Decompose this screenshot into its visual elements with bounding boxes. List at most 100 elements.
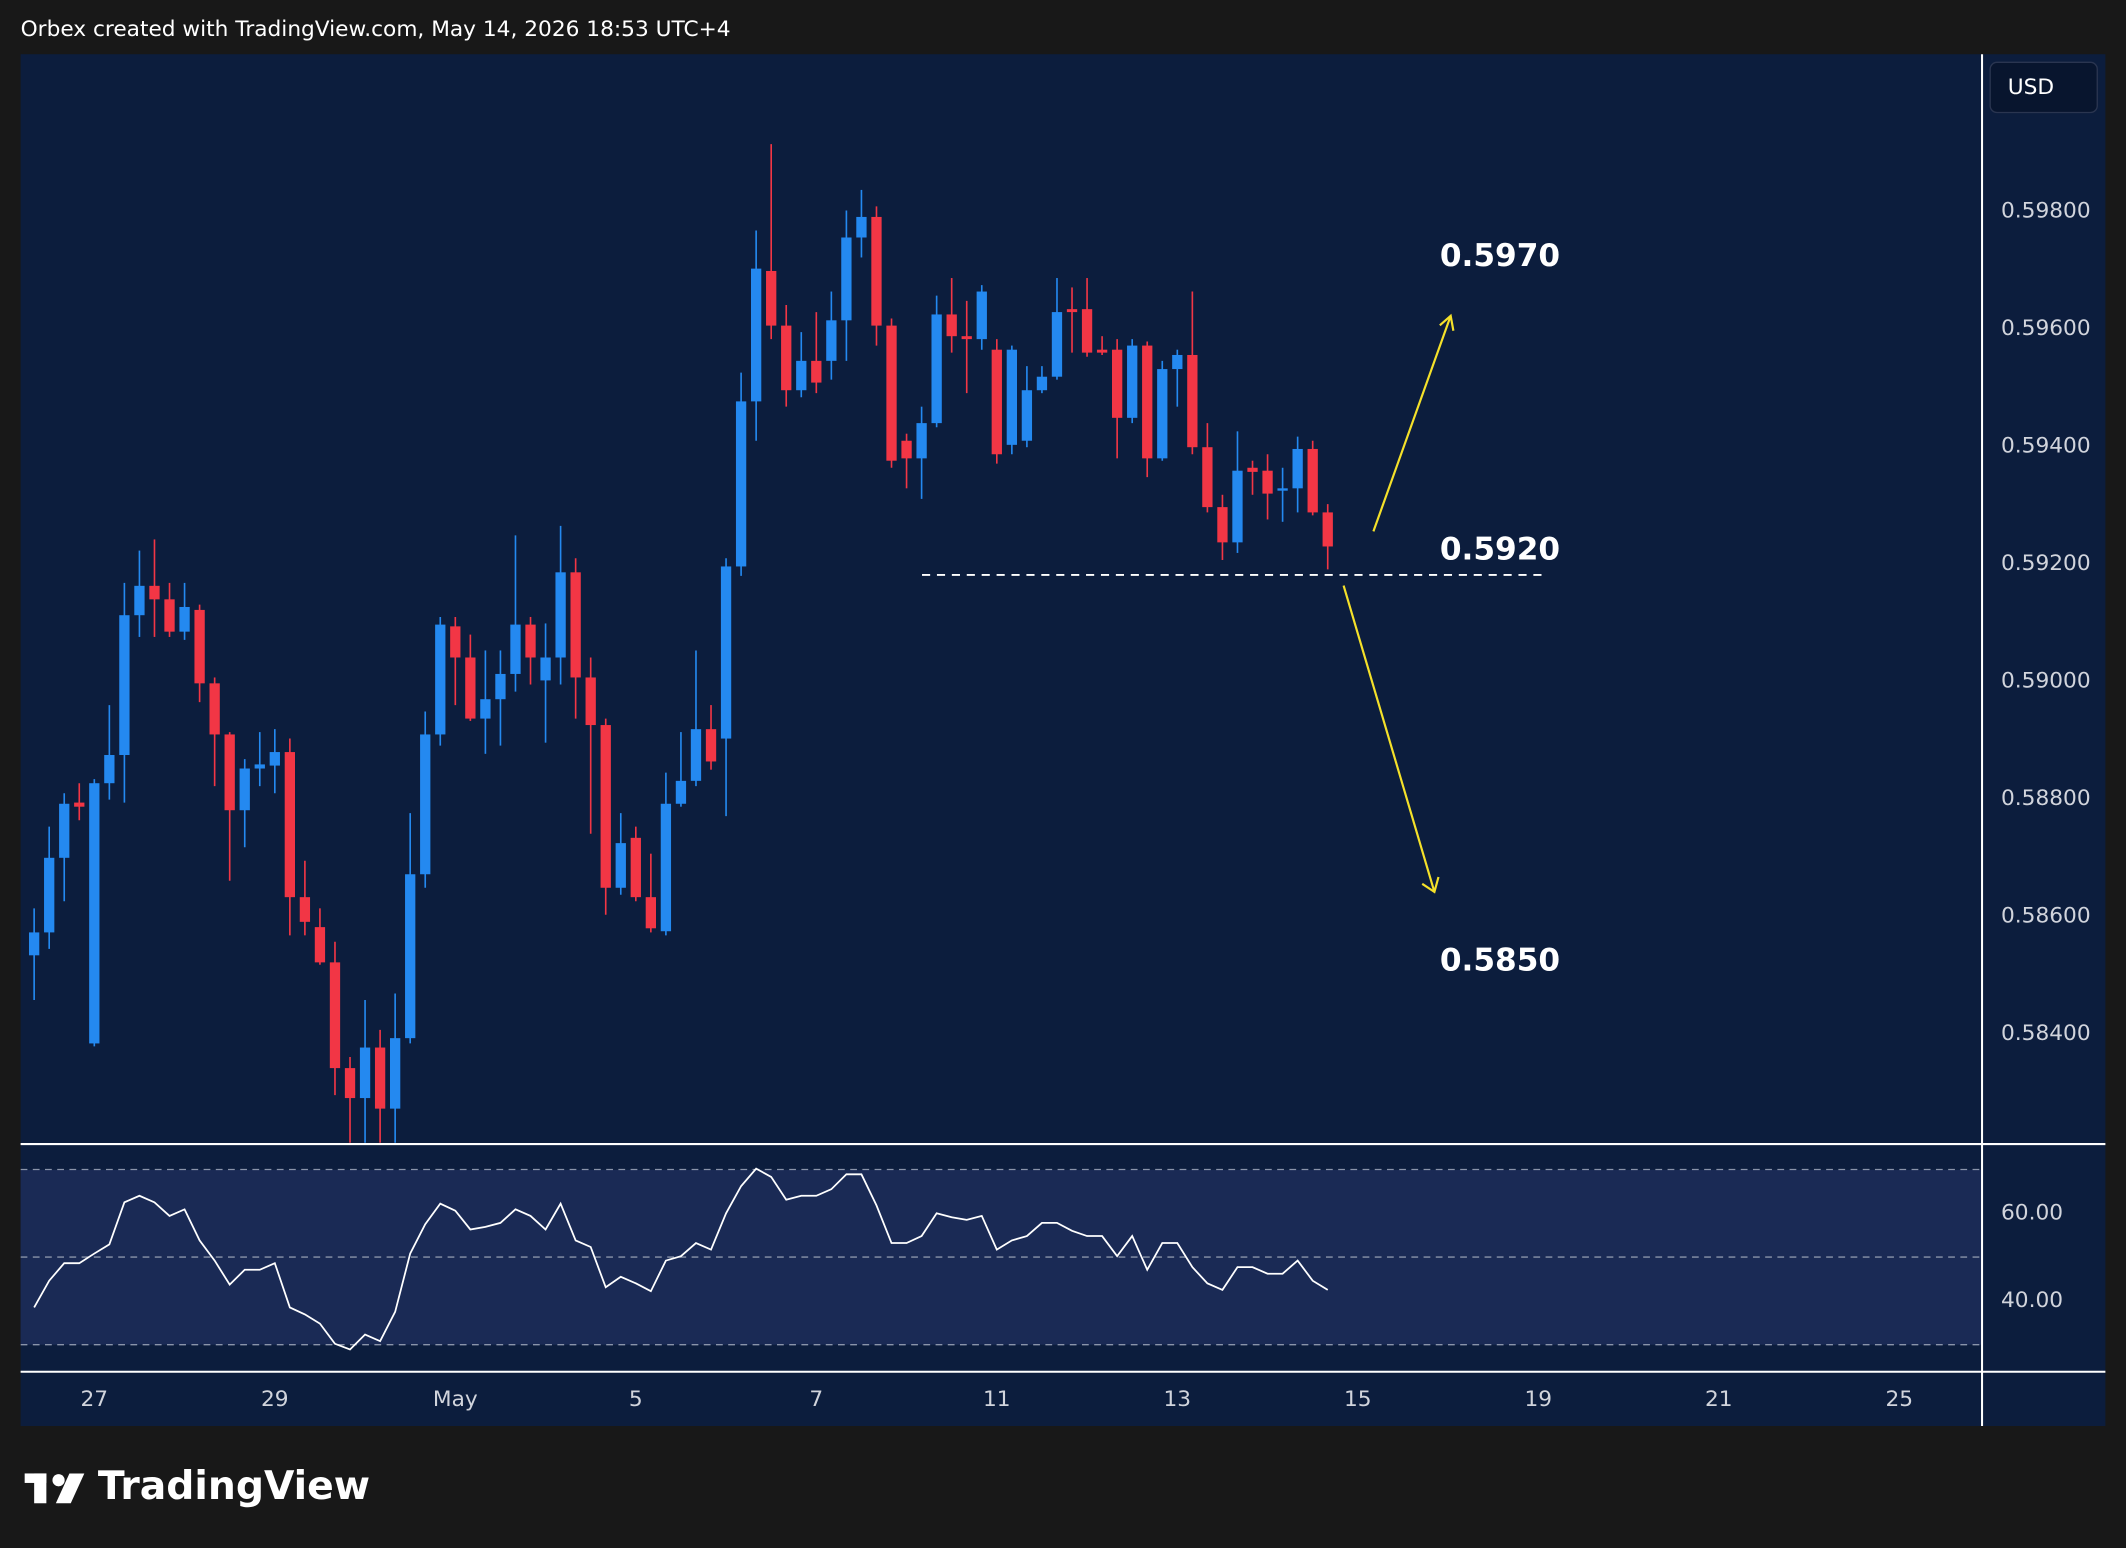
candle-body xyxy=(750,268,762,402)
candle-body xyxy=(961,336,972,340)
candle-body xyxy=(811,360,822,383)
y-tick-label: 0.58400 xyxy=(2001,1021,2091,1046)
x-tick-label: 25 xyxy=(1886,1387,1914,1412)
rsi-line xyxy=(33,1167,1329,1351)
attribution: Orbex created with TradingView.com, May … xyxy=(21,17,731,42)
candle-body xyxy=(525,624,536,658)
candle-body xyxy=(826,320,837,361)
candle-body xyxy=(690,729,702,781)
candle-body xyxy=(480,699,491,719)
logo: TradingView xyxy=(24,1464,370,1509)
candle-body xyxy=(1036,376,1048,391)
candle-body xyxy=(841,237,852,321)
arrow-up xyxy=(1372,315,1452,532)
candle-body xyxy=(901,440,912,459)
candle-body xyxy=(59,803,70,858)
candle-body xyxy=(1081,309,1093,353)
candle-body xyxy=(1066,309,1078,313)
x-tick-label: 29 xyxy=(261,1387,289,1412)
candle-body xyxy=(209,683,220,735)
candle-body xyxy=(735,401,747,567)
y-tick-label: 0.59400 xyxy=(2001,434,2091,459)
candle-body xyxy=(1202,447,1213,508)
x-tick-label: 11 xyxy=(983,1387,1011,1412)
candle-body xyxy=(149,585,160,600)
candle-body xyxy=(886,325,897,461)
candle-body xyxy=(239,768,250,811)
candle-body xyxy=(720,566,732,739)
candle-body xyxy=(1217,507,1228,543)
y-tick-label: 0.58600 xyxy=(2001,904,2091,929)
candle-body xyxy=(645,897,657,929)
candle-body xyxy=(329,962,341,1069)
candle-body xyxy=(976,291,987,340)
candle-body xyxy=(194,609,205,684)
candle-body xyxy=(344,1068,356,1099)
candle-body xyxy=(1262,470,1273,494)
candle-body xyxy=(1247,467,1258,472)
rsi-tick-label: 40.00 xyxy=(2001,1288,2063,1313)
candle-body xyxy=(28,932,40,956)
candle-body xyxy=(179,606,190,632)
level-label: 0.5970 xyxy=(1440,238,1560,274)
candle-body xyxy=(495,673,506,700)
candle-body xyxy=(916,423,927,459)
candle-body xyxy=(450,626,461,658)
candle-body xyxy=(675,780,687,804)
candle-body xyxy=(1157,369,1168,459)
candle-body xyxy=(946,314,957,337)
candle-body xyxy=(1096,349,1108,353)
candle-body xyxy=(119,615,130,756)
candle-body xyxy=(224,734,235,811)
x-tick-label: 27 xyxy=(81,1387,109,1412)
candle-body xyxy=(74,802,85,807)
y-tick-label: 0.59200 xyxy=(2001,551,2091,576)
candle-body xyxy=(89,783,100,1044)
candle-body xyxy=(405,874,416,1039)
y-tick-label: 0.59800 xyxy=(2001,199,2091,224)
candle-body xyxy=(1292,448,1303,489)
candle-body xyxy=(871,216,882,326)
candle-body xyxy=(781,325,792,391)
candle-body xyxy=(630,837,641,898)
candle-body xyxy=(615,843,626,888)
candle-body xyxy=(164,599,175,632)
currency-button[interactable] xyxy=(1989,61,2098,114)
candle-body xyxy=(705,729,717,762)
level-label: 0.5850 xyxy=(1440,943,1560,979)
x-tick-label: 13 xyxy=(1164,1387,1192,1412)
candle-body xyxy=(1051,312,1063,377)
candle-body xyxy=(284,752,296,898)
candle-body xyxy=(555,572,566,658)
candle-body xyxy=(1006,349,1018,445)
y-tick-label: 0.58800 xyxy=(2001,786,2091,811)
candle-body xyxy=(570,572,581,678)
candle-body xyxy=(359,1047,371,1099)
candle-body xyxy=(1187,354,1198,448)
candle-body xyxy=(991,349,1002,455)
candle-body xyxy=(1021,390,1033,441)
candle-body xyxy=(1172,354,1183,370)
rsi-tick-label: 60.00 xyxy=(2001,1200,2063,1225)
candle-body xyxy=(1142,345,1153,459)
candle-body xyxy=(1127,345,1138,418)
x-tick-label: 19 xyxy=(1525,1387,1553,1412)
candle-body xyxy=(465,657,476,719)
level-label: 0.5920 xyxy=(1440,532,1560,568)
currency-button-label[interactable]: USD xyxy=(2008,75,2054,100)
candle-body xyxy=(389,1038,401,1109)
candle-body xyxy=(1232,470,1243,543)
candle-body xyxy=(796,360,807,391)
candle-body xyxy=(1322,512,1333,547)
candle-body xyxy=(660,803,672,932)
candle-body xyxy=(766,270,777,326)
arrow-down xyxy=(1342,585,1436,893)
candle-body xyxy=(104,755,115,784)
candle-body xyxy=(420,734,431,875)
candle-body xyxy=(856,216,867,238)
candle-body xyxy=(1307,448,1318,513)
candle-body xyxy=(435,624,446,735)
candle-body xyxy=(931,314,942,424)
rsi-pane xyxy=(20,1167,1983,1351)
